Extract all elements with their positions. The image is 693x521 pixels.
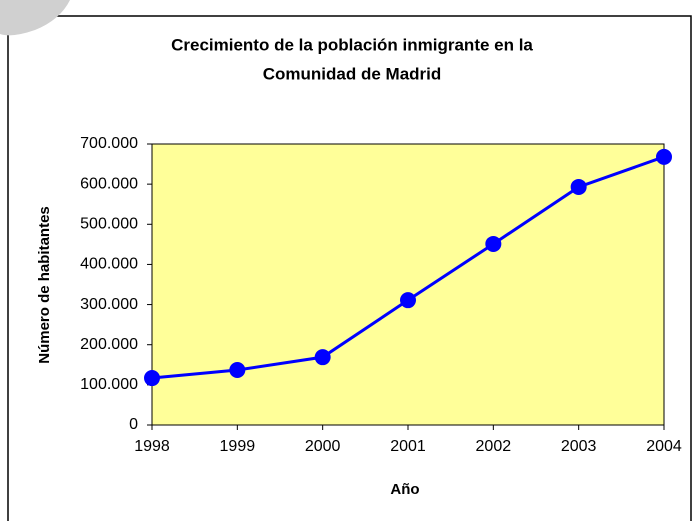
x-axis-label: Año bbox=[390, 481, 419, 498]
y-tick-label: 0 bbox=[129, 416, 138, 433]
x-tick-label: 2004 bbox=[646, 438, 682, 455]
y-tick-label: 100.000 bbox=[80, 376, 138, 393]
y-tick-label: 200.000 bbox=[80, 336, 138, 353]
y-tick-label: 400.000 bbox=[80, 256, 138, 273]
y-axis-label: Número de habitantes bbox=[36, 206, 53, 364]
x-tick-label: 2003 bbox=[561, 438, 597, 455]
data-point bbox=[144, 370, 160, 387]
data-point bbox=[314, 349, 331, 366]
watermark bbox=[0, 0, 70, 36]
chart-frame bbox=[7, 15, 692, 521]
y-tick-label: 500.000 bbox=[80, 216, 138, 233]
y-tick-label: 300.000 bbox=[80, 296, 138, 313]
x-tick-label: 2001 bbox=[390, 438, 426, 455]
x-tick-label: 1998 bbox=[134, 438, 170, 455]
y-tick-label: 600.000 bbox=[80, 175, 138, 192]
x-tick-label: 1999 bbox=[220, 438, 256, 455]
chart-title: Comunidad de Madrid bbox=[263, 64, 442, 83]
data-point bbox=[485, 235, 502, 252]
x-tick-label: 2002 bbox=[476, 438, 512, 455]
data-point bbox=[229, 362, 246, 379]
plot-area bbox=[151, 143, 665, 426]
data-point bbox=[656, 148, 672, 165]
data-point bbox=[570, 178, 587, 195]
chart-title: Crecimiento de la población inmigrante e… bbox=[171, 35, 533, 54]
x-tick-label: 2000 bbox=[305, 438, 341, 455]
data-point bbox=[400, 292, 416, 309]
y-tick-label: 700.000 bbox=[80, 135, 138, 152]
